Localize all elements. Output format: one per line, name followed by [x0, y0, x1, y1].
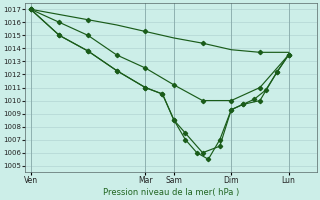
- X-axis label: Pression niveau de la mer( hPa ): Pression niveau de la mer( hPa ): [103, 188, 239, 197]
